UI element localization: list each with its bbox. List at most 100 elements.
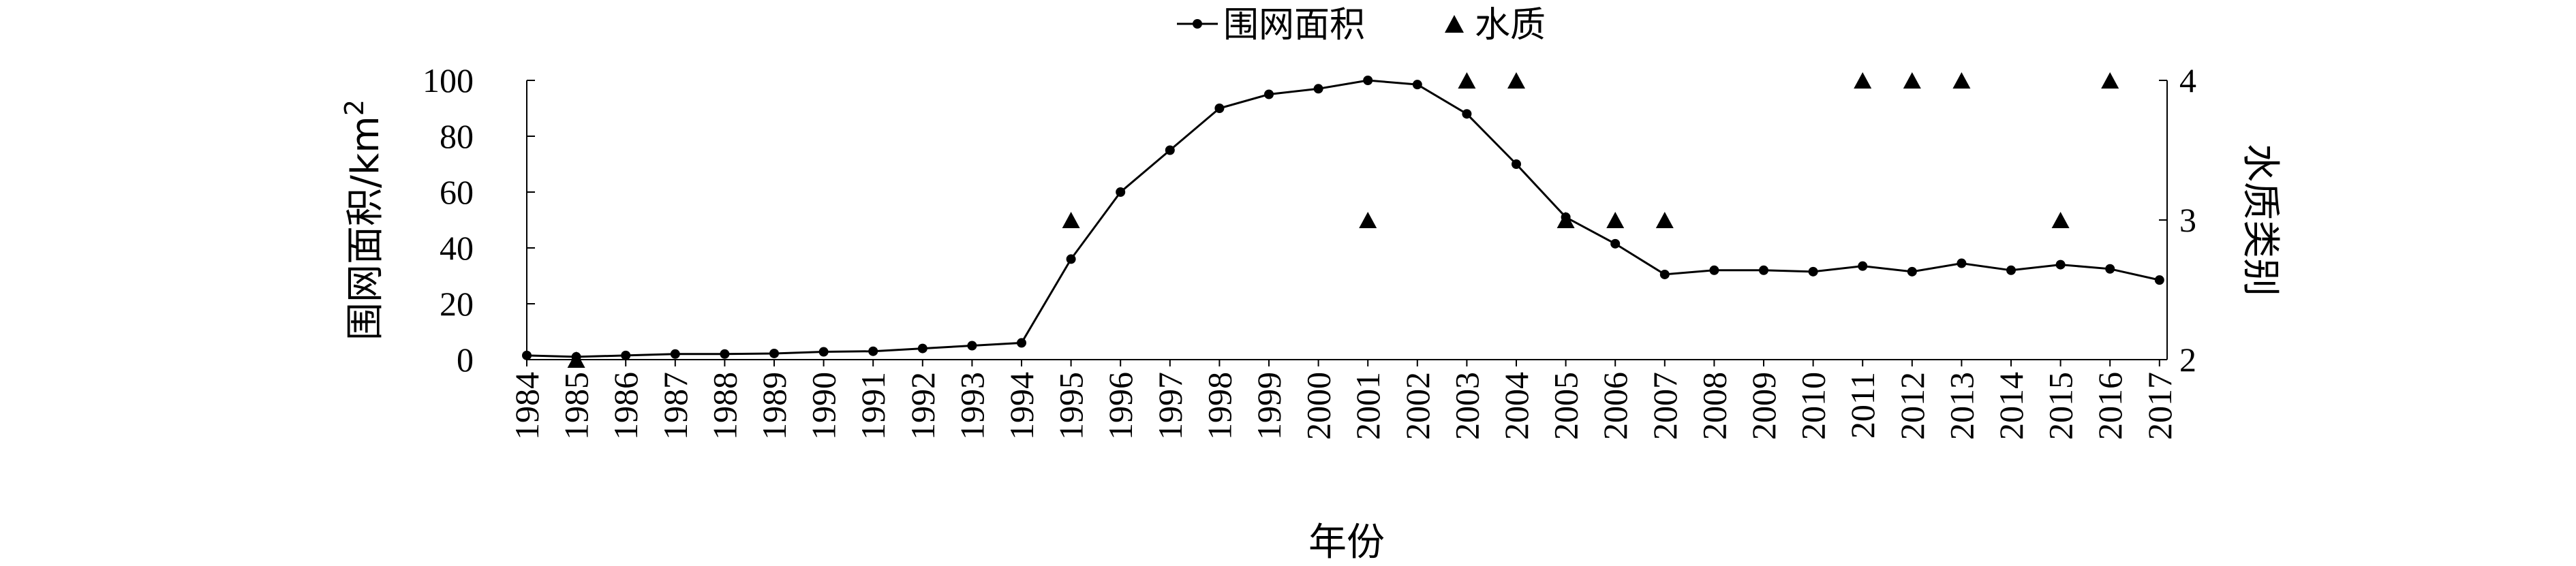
water-quality-point bbox=[2051, 212, 2070, 228]
y-tick-label: 20 bbox=[440, 285, 474, 323]
area-series bbox=[522, 76, 2164, 362]
area-point bbox=[720, 349, 730, 359]
x-tick-label: 2003 bbox=[1447, 372, 1486, 440]
x-tick-label: 2006 bbox=[1596, 372, 1634, 440]
y-tick-label: 40 bbox=[440, 229, 474, 267]
area-point bbox=[1957, 258, 1967, 268]
x-tick-label: 2016 bbox=[2091, 372, 2129, 440]
water-quality-point bbox=[1507, 72, 1525, 89]
x-tick-label: 1993 bbox=[953, 372, 991, 440]
water-quality-point bbox=[1655, 212, 1674, 228]
x-axis-ticks: 1984 1985 1986 1987 1988 1989 1990 1991 1992 1993… bbox=[508, 360, 2179, 440]
x-tick-label: 1992 bbox=[904, 372, 942, 440]
right-axis-ticks: 2 3 4 bbox=[2159, 61, 2196, 379]
legend: 围网面积 水质 bbox=[1177, 5, 1546, 46]
x-tick-label: 2013 bbox=[1942, 372, 1980, 440]
x-tick-label: 1987 bbox=[656, 372, 694, 440]
y-axis-title: 围网面积/km2 bbox=[339, 99, 388, 341]
area-point bbox=[1610, 238, 1621, 249]
x-tick-label: 1984 bbox=[508, 372, 546, 440]
x-tick-label: 1995 bbox=[1052, 372, 1090, 440]
area-point bbox=[2154, 275, 2164, 285]
x-tick-label: 1989 bbox=[755, 372, 793, 440]
water-quality-point bbox=[1952, 72, 1971, 89]
legend-label-area: 围网面积 bbox=[1223, 5, 1365, 46]
x-tick-label: 2014 bbox=[1992, 372, 2030, 440]
water-quality-point bbox=[1062, 212, 1080, 228]
water-quality-point bbox=[1903, 72, 1921, 89]
area-point bbox=[868, 346, 878, 356]
water-quality-point bbox=[1854, 72, 1872, 89]
y-tick-label: 80 bbox=[440, 117, 474, 155]
x-tick-label: 1986 bbox=[607, 372, 645, 440]
water-quality-series bbox=[567, 72, 2119, 368]
water-quality-point bbox=[1359, 212, 1377, 228]
water-quality-point bbox=[1458, 72, 1476, 89]
area-point bbox=[621, 350, 631, 360]
area-point bbox=[522, 350, 532, 360]
x-tick-label: 1991 bbox=[854, 372, 892, 440]
x-tick-label: 1998 bbox=[1200, 372, 1238, 440]
area-point bbox=[1858, 261, 1868, 271]
water-quality-point bbox=[567, 351, 585, 368]
area-point bbox=[1313, 84, 1323, 94]
water-quality-point bbox=[2101, 72, 2119, 89]
x-tick-label: 2015 bbox=[2042, 372, 2080, 440]
y-tick-label: 60 bbox=[440, 173, 474, 211]
x-tick-label: 1999 bbox=[1250, 372, 1288, 440]
area-point bbox=[1808, 266, 1818, 277]
y2-tick-label: 3 bbox=[2179, 201, 2196, 239]
area-point bbox=[1709, 265, 1719, 275]
x-tick-label: 2008 bbox=[1695, 372, 1733, 440]
water-quality-point bbox=[1557, 212, 1575, 228]
x-tick-label: 2000 bbox=[1300, 372, 1338, 440]
area-point bbox=[1264, 89, 1274, 99]
area-point bbox=[769, 348, 779, 358]
x-tick-label: 2012 bbox=[1893, 372, 1931, 440]
x-tick-label: 2017 bbox=[2141, 372, 2179, 440]
y2-axis-title: 水质类别 bbox=[2238, 144, 2282, 296]
water-quality-point bbox=[1606, 212, 1625, 228]
legend-label-water: 水质 bbox=[1475, 5, 1546, 46]
area-point bbox=[1214, 104, 1225, 113]
area-point bbox=[1462, 109, 1472, 119]
x-tick-label: 1985 bbox=[557, 372, 596, 440]
x-tick-label: 2005 bbox=[1547, 372, 1585, 440]
area-point bbox=[917, 343, 927, 353]
area-point bbox=[967, 341, 977, 351]
area-point bbox=[1017, 338, 1026, 348]
area-point bbox=[1512, 159, 1521, 169]
x-tick-label: 1994 bbox=[1002, 372, 1041, 440]
y2-tick-label: 2 bbox=[2179, 341, 2196, 379]
area-point bbox=[1412, 80, 1422, 90]
area-point bbox=[1066, 254, 1076, 264]
area-point bbox=[2055, 260, 2066, 270]
y2-tick-label: 4 bbox=[2179, 61, 2196, 99]
legend-circle-marker bbox=[1193, 19, 1202, 29]
area-point bbox=[1116, 187, 1126, 197]
x-axis-title: 年份 bbox=[1308, 520, 1385, 565]
x-tick-label: 2002 bbox=[1398, 372, 1437, 440]
x-tick-label: 1990 bbox=[805, 372, 843, 440]
area-point bbox=[1165, 145, 1175, 155]
x-tick-label: 2001 bbox=[1349, 372, 1387, 440]
x-tick-label: 1988 bbox=[705, 372, 743, 440]
x-tick-label: 1996 bbox=[1101, 372, 1139, 440]
area-point bbox=[818, 347, 829, 357]
y-tick-label: 100 bbox=[423, 61, 474, 99]
area-point bbox=[1659, 269, 1670, 279]
area-point bbox=[2006, 265, 2016, 275]
x-tick-label: 1997 bbox=[1151, 372, 1189, 440]
area-line bbox=[526, 79, 2160, 358]
area-point bbox=[1907, 266, 1917, 277]
left-axis-ticks: 0 20 40 60 80 100 bbox=[423, 61, 535, 379]
area-point bbox=[2105, 264, 2115, 274]
x-tick-label: 2009 bbox=[1745, 372, 1783, 440]
area-point bbox=[1759, 265, 1768, 275]
x-tick-label: 2007 bbox=[1646, 372, 1684, 440]
x-tick-label: 2004 bbox=[1497, 372, 1535, 440]
x-tick-label: 2011 bbox=[1843, 372, 1882, 439]
y-tick-label: 0 bbox=[457, 341, 474, 379]
legend-triangle-marker bbox=[1445, 15, 1464, 33]
